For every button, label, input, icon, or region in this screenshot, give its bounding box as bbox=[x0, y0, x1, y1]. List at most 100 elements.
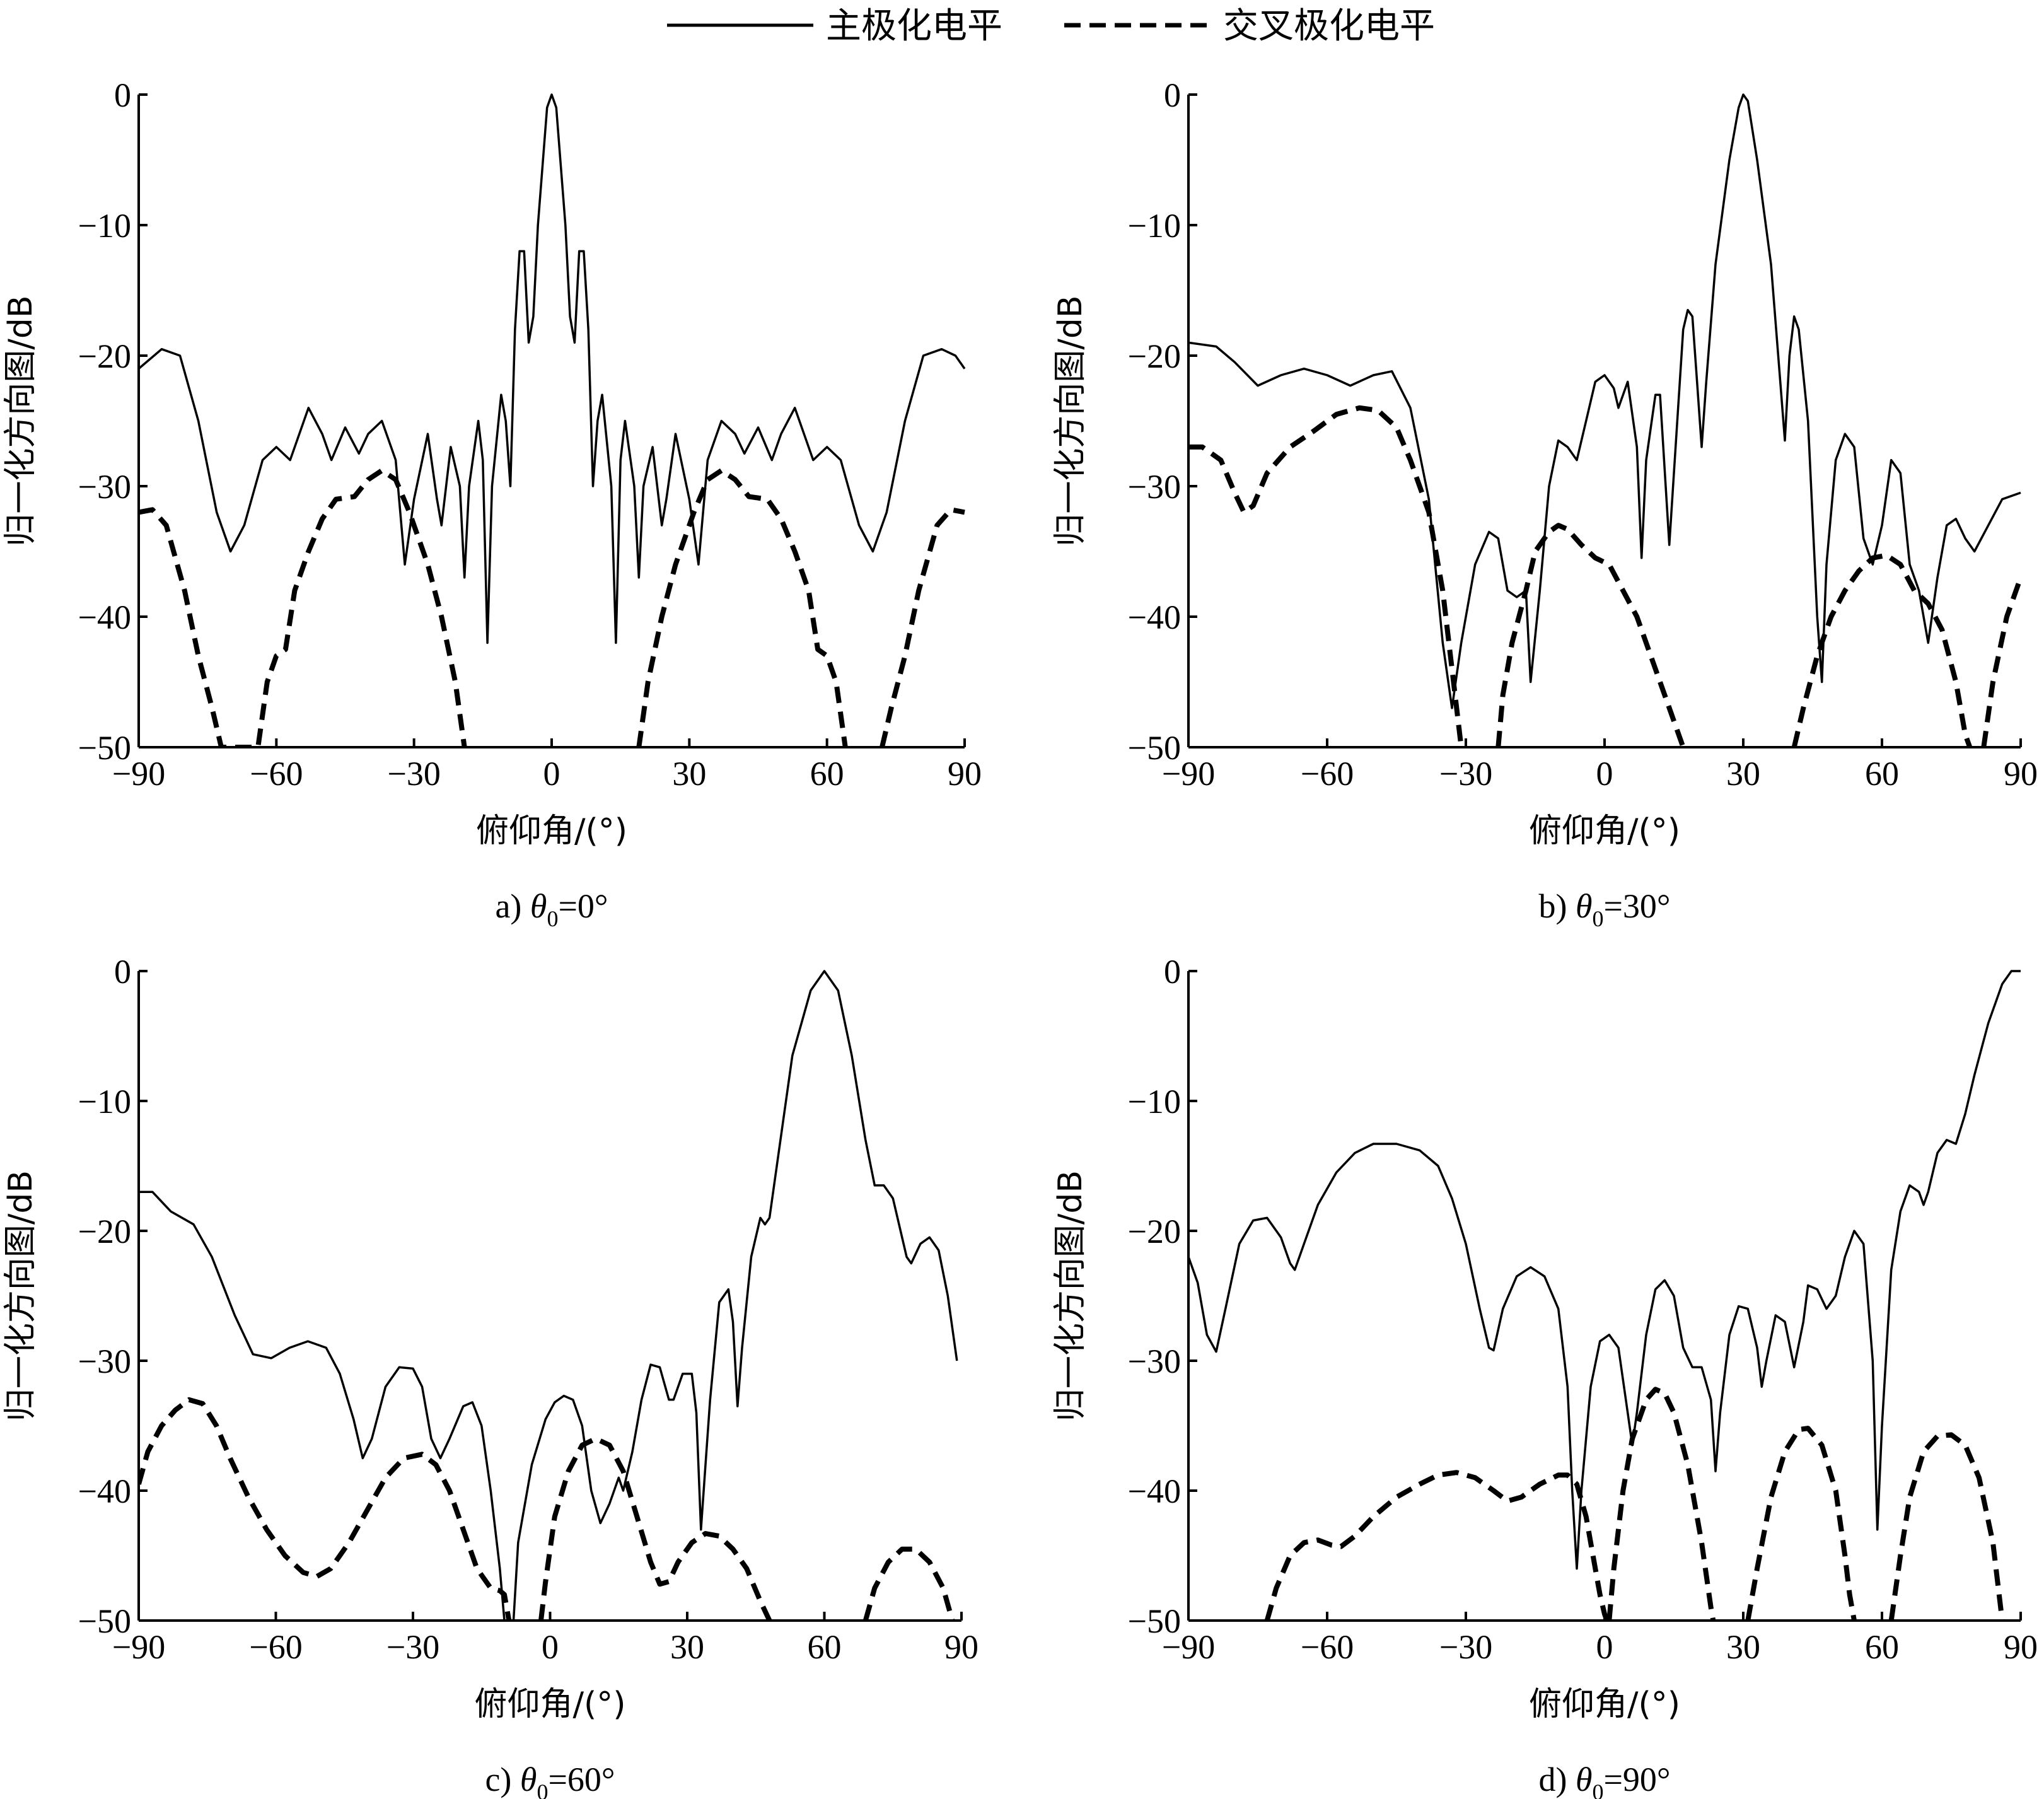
caption-suffix: =0° bbox=[558, 887, 608, 925]
y-tick-label: −40 bbox=[78, 1472, 131, 1510]
legend-cross-label: 交叉极化电平 bbox=[1223, 6, 1435, 47]
x-tick-label: −30 bbox=[1439, 1628, 1492, 1666]
panel-caption: b) θ0=30° bbox=[1538, 887, 1670, 931]
cross-polarization-series bbox=[1188, 405, 1464, 747]
y-tick-label: −50 bbox=[1128, 729, 1181, 767]
cross-polarization-series bbox=[1495, 523, 1686, 747]
y-tick-label: −30 bbox=[1128, 468, 1181, 506]
x-tick-label: 0 bbox=[542, 1628, 559, 1666]
x-tick-label: −90 bbox=[1162, 755, 1215, 793]
y-tick-label: −20 bbox=[78, 337, 131, 375]
caption-prefix: c) bbox=[485, 1761, 520, 1798]
legend: 主极化电平 交叉极化电平 bbox=[667, 6, 1435, 47]
y-tick-label: −30 bbox=[78, 1342, 131, 1380]
x-tick-label: 60 bbox=[1865, 1628, 1899, 1666]
y-tick-label: −50 bbox=[78, 1602, 131, 1640]
y-tick-label: −40 bbox=[1128, 1472, 1181, 1510]
cross-polarization-series bbox=[862, 1546, 955, 1621]
main-polarization-series bbox=[1188, 970, 2021, 1570]
x-tick-label: −90 bbox=[1162, 1628, 1215, 1666]
main-polarization-series bbox=[1188, 93, 2021, 709]
caption-theta: θ bbox=[1576, 887, 1593, 925]
caption-subscript: 0 bbox=[1592, 906, 1603, 931]
caption-suffix: =30° bbox=[1603, 887, 1670, 925]
chart-panel-b: −90 −60 −30 0 30 60 90 0 −10 −20 −30 −40 −50 归一化方向图/d… bbox=[1052, 76, 2038, 931]
x-tick-label: 0 bbox=[1596, 755, 1613, 793]
x-axis-label: 俯仰角/(°) bbox=[1529, 1685, 1680, 1723]
y-tick-label: −10 bbox=[1128, 207, 1181, 245]
legend-main-label: 主极化电平 bbox=[826, 6, 1002, 47]
x-axis-label: 俯仰角/(°) bbox=[1529, 812, 1680, 850]
x-tick-label: −60 bbox=[250, 755, 303, 793]
y-tick-label: −40 bbox=[78, 598, 131, 636]
caption-theta: θ bbox=[530, 887, 547, 925]
caption-prefix: d) bbox=[1538, 1761, 1575, 1798]
y-axis-label: 归一化方向图/dB bbox=[2, 295, 40, 546]
x-tick-label: −90 bbox=[112, 1628, 165, 1666]
main-polarization-series bbox=[512, 970, 958, 1621]
y-axis-label: 归一化方向图/dB bbox=[1052, 1170, 1089, 1421]
x-tick-label: 60 bbox=[808, 1628, 842, 1666]
cross-polarization-series bbox=[1264, 1470, 1610, 1621]
x-tick-label: 90 bbox=[2004, 1628, 2038, 1666]
cross-polarization-series bbox=[1745, 1426, 1857, 1621]
y-tick-label: −50 bbox=[1128, 1602, 1181, 1640]
y-axis-label: 归一化方向图/dB bbox=[1052, 295, 1089, 546]
y-tick-label: −30 bbox=[78, 468, 131, 506]
x-tick-label: −30 bbox=[1439, 755, 1492, 793]
x-tick-label: −60 bbox=[1301, 755, 1354, 793]
chart-panel-a: −90 −60 −30 0 30 60 90 0 −10 −20 −30 −40 −50 归一化方向图/d… bbox=[2, 76, 982, 931]
x-tick-label: −30 bbox=[387, 755, 440, 793]
x-tick-label: 0 bbox=[1596, 1628, 1613, 1666]
caption-suffix: =90° bbox=[1603, 1761, 1670, 1798]
chart-panel-c: −90 −60 −30 0 30 60 90 0 −10 −20 −30 −40 −50 归一化方向图/d… bbox=[2, 953, 978, 1799]
x-tick-label: 30 bbox=[672, 755, 706, 793]
x-tick-label: 90 bbox=[944, 1628, 978, 1666]
caption-suffix: =60° bbox=[548, 1761, 615, 1798]
panel-caption: d) θ0=90° bbox=[1538, 1761, 1670, 1799]
x-tick-label: 90 bbox=[948, 755, 982, 793]
x-axis-label: 俯仰角/(°) bbox=[474, 1685, 625, 1723]
cross-polarization-series bbox=[1606, 1387, 1716, 1621]
caption-theta: θ bbox=[520, 1761, 537, 1798]
caption-subscript: 0 bbox=[547, 906, 558, 931]
y-tick-label: −20 bbox=[1128, 337, 1181, 375]
y-tick-label: −10 bbox=[1128, 1083, 1181, 1121]
main-polarization-series bbox=[139, 1191, 506, 1621]
y-tick-label: −30 bbox=[1128, 1342, 1181, 1380]
cross-polarization-series bbox=[139, 1397, 512, 1621]
panels: −90 −60 −30 0 30 60 90 0 −10 −20 −30 −40 −50 归一化方向图/d… bbox=[2, 76, 2038, 1799]
chart-panel-d: −90 −60 −30 0 30 60 90 0 −10 −20 −30 −40 −50 归一化方向图/d… bbox=[1052, 953, 2038, 1799]
caption-subscript: 0 bbox=[1592, 1779, 1603, 1799]
cross-polarization-series bbox=[636, 468, 848, 747]
cross-polarization-series bbox=[139, 468, 467, 747]
x-axis-label: 俯仰角/(°) bbox=[476, 812, 627, 850]
y-axis-label: 归一化方向图/dB bbox=[2, 1170, 40, 1421]
cross-polarization-series bbox=[1888, 1432, 2005, 1621]
cross-polarization-series bbox=[538, 1436, 772, 1621]
main-polarization-series bbox=[139, 93, 966, 644]
panel-caption: a) θ0=0° bbox=[495, 887, 608, 931]
x-tick-label: −90 bbox=[112, 755, 165, 793]
y-tick-label: −50 bbox=[78, 729, 131, 767]
y-tick-label: −10 bbox=[78, 207, 131, 245]
y-tick-label: 0 bbox=[114, 76, 131, 114]
caption-theta: θ bbox=[1576, 1761, 1593, 1798]
caption-prefix: a) bbox=[495, 887, 530, 925]
x-tick-label: 30 bbox=[1726, 1628, 1760, 1666]
cross-polarization-series bbox=[1981, 576, 2023, 747]
x-tick-label: −30 bbox=[386, 1628, 439, 1666]
y-tick-label: 0 bbox=[1164, 76, 1181, 114]
panel-caption: c) θ0=60° bbox=[485, 1761, 615, 1799]
x-tick-label: 30 bbox=[1726, 755, 1760, 793]
y-tick-label: 0 bbox=[114, 953, 131, 991]
caption-subscript: 0 bbox=[537, 1779, 548, 1799]
x-tick-label: 0 bbox=[543, 755, 560, 793]
caption-prefix: b) bbox=[1538, 887, 1575, 925]
cross-polarization-series bbox=[1791, 552, 1973, 747]
y-tick-label: −20 bbox=[78, 1213, 131, 1250]
y-tick-label: −40 bbox=[1128, 598, 1181, 636]
x-tick-label: −60 bbox=[1301, 1628, 1354, 1666]
x-tick-label: −60 bbox=[249, 1628, 302, 1666]
x-tick-label: 30 bbox=[670, 1628, 704, 1666]
